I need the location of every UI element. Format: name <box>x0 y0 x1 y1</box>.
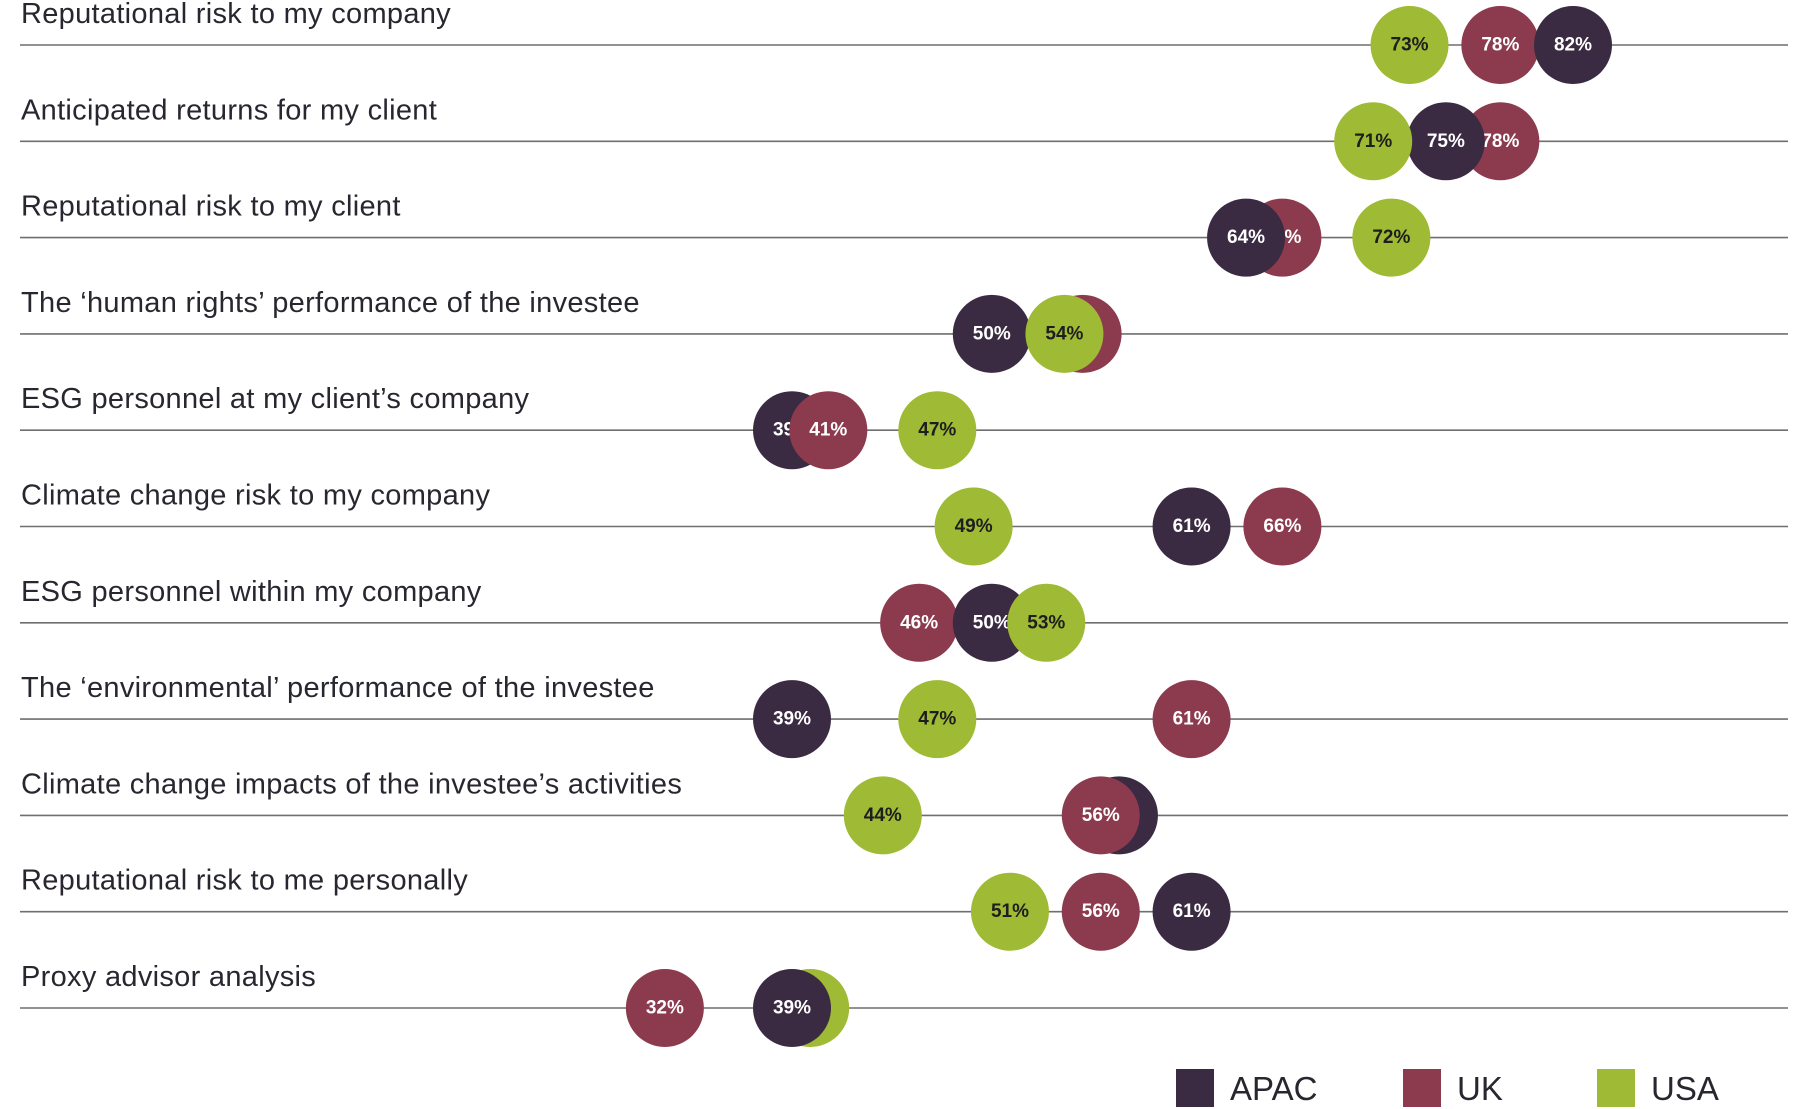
category-label: ESG personnel at my client’s company <box>21 383 530 415</box>
uk-dot <box>1061 872 1140 951</box>
usa-value-label: 54% <box>1045 323 1083 344</box>
uk-value-label: 66% <box>1263 516 1301 537</box>
apac-value-label: 61% <box>1173 516 1211 537</box>
apac-dot <box>1152 487 1231 566</box>
apac-value-label: 39% <box>773 998 811 1019</box>
apac-value-label: 75% <box>1427 131 1465 152</box>
uk-dot <box>1061 776 1140 855</box>
chart-row: The ‘human rights’ performance of the in… <box>20 287 1788 373</box>
usa-dot <box>970 872 1049 951</box>
uk-dot <box>880 583 959 662</box>
usa-dot <box>1334 102 1413 181</box>
legend-label-apac: APAC <box>1230 1070 1317 1107</box>
usa-dot <box>843 776 922 855</box>
chart-row: Climate change impacts of the investee’s… <box>20 768 1788 855</box>
uk-dot <box>625 969 704 1047</box>
uk-value-label: 78% <box>1481 35 1519 56</box>
usa-value-label: 49% <box>955 516 993 537</box>
chart-rows: Reputational risk to my company 73% 78% 82%… <box>20 0 1788 1047</box>
legend-label-usa: USA <box>1651 1070 1719 1107</box>
usa-value-label: 47% <box>918 420 956 441</box>
usa-value-label: 44% <box>864 805 902 826</box>
category-label: ESG personnel within my company <box>21 576 482 608</box>
uk-dot <box>789 391 868 470</box>
category-label: Reputational risk to my client <box>21 191 401 223</box>
apac-dot <box>753 680 831 759</box>
chart-row: The ‘environmental’ performance of the i… <box>20 672 1788 759</box>
apac-dot <box>952 583 1031 662</box>
usa-dot <box>898 680 977 759</box>
apac-dot <box>952 294 1031 373</box>
usa-value-label: 73% <box>1391 35 1429 56</box>
category-label: Anticipated returns for my client <box>21 94 437 126</box>
apac-value-label: 82% <box>1554 35 1592 56</box>
legend-swatch-usa <box>1597 1069 1635 1107</box>
uk-value-label: 56% <box>1082 901 1120 922</box>
usa-dot <box>934 487 1013 566</box>
usa-value-label: 51% <box>991 901 1029 922</box>
category-label: The ‘environmental’ performance of the i… <box>21 672 655 704</box>
uk-dot <box>1461 102 1540 181</box>
uk-value-label: 41% <box>809 420 847 441</box>
usa-value-label: 71% <box>1354 131 1392 152</box>
chart-row: ESG personnel at my client’s company39%4… <box>20 383 1788 470</box>
uk-value-label: 56% <box>1082 805 1120 826</box>
category-label: Proxy advisor analysis <box>21 961 316 993</box>
category-label: Reputational risk to me personally <box>21 865 468 897</box>
chart-row: ESG personnel within my company 46% 50% 53% <box>20 576 1788 662</box>
uk-value-label: 32% <box>646 998 684 1019</box>
usa-dot <box>1025 294 1104 373</box>
usa-dot <box>898 391 977 470</box>
uk-value-label: 46% <box>900 612 938 633</box>
chart-row: Reputational risk to my client66%64%72% <box>20 191 1788 277</box>
chart-row: Reputational risk to me personally 51% 56%… <box>20 865 1788 951</box>
chart-row: Anticipated returns for my client 78% 75% 7… <box>20 94 1788 181</box>
uk-value-label: 78% <box>1481 131 1519 152</box>
apac-dot <box>753 969 831 1047</box>
category-label: The ‘human rights’ performance of the in… <box>21 287 640 319</box>
apac-value-label: 50% <box>973 612 1011 633</box>
legend-swatch-uk <box>1403 1069 1441 1107</box>
apac-dot <box>1406 102 1485 181</box>
usa-value-label: 47% <box>918 709 956 730</box>
apac-dot <box>1534 6 1612 84</box>
category-label: Climate change impacts of the investee’s… <box>21 768 682 800</box>
uk-value-label: 61% <box>1173 709 1211 730</box>
uk-dot <box>1461 6 1540 84</box>
usa-dot <box>1352 198 1431 277</box>
apac-value-label: 50% <box>973 323 1011 344</box>
apac-value-label: 61% <box>1173 901 1211 922</box>
category-label: Reputational risk to my company <box>21 0 451 30</box>
uk-dot <box>1152 680 1231 759</box>
apac-value-label: 64% <box>1227 227 1265 248</box>
apac-dot <box>1152 872 1231 951</box>
usa-dot <box>1007 583 1086 662</box>
uk-dot <box>1243 487 1322 566</box>
apac-value-label: 39% <box>773 709 811 730</box>
legend-label-uk: UK <box>1457 1070 1503 1107</box>
chart-row: Proxy advisor analysis40%32%39% <box>20 961 1788 1047</box>
chart-row: Reputational risk to my company 73% 78% 82% <box>20 0 1788 84</box>
legend: APAC UK USA <box>1176 1069 1719 1107</box>
legend-swatch-apac <box>1176 1069 1214 1107</box>
chart-row: Climate change risk to my company 49% 61% 6… <box>20 480 1788 566</box>
apac-dot <box>1207 198 1286 277</box>
usa-value-label: 53% <box>1027 612 1065 633</box>
usa-dot <box>1370 6 1449 84</box>
usa-value-label: 72% <box>1372 227 1410 248</box>
category-label: Climate change risk to my company <box>21 480 490 512</box>
